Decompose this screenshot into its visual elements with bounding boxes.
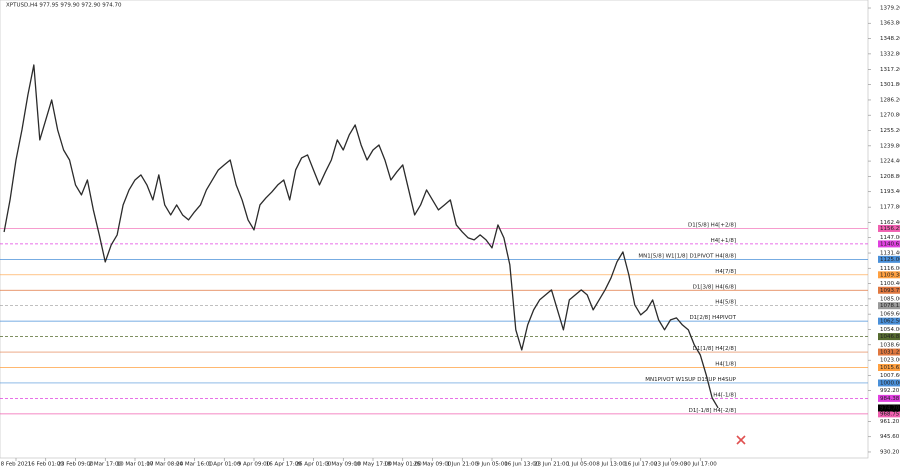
x-tick-label: 16 Jul 17:00 [624,462,657,468]
price-line [3,64,719,409]
x-tick-label: 1 Jul 05:00 [567,462,597,468]
price-box [878,363,900,371]
x-tick-label: 23 Feb 09:00 [57,462,94,468]
price-box [878,348,900,356]
price-box-label: 1078.13 [880,303,900,309]
x-tick-label: 26 Apr 01:00 [296,462,332,468]
x-tick-label: 1 Apr 01:00 [208,462,241,468]
level-label: D1[2/8] H4PIVOT [689,315,736,321]
price-box [878,271,900,279]
y-tick-label: 1348.20 [880,36,900,42]
y-tick-label: 1301.80 [880,82,900,88]
y-tick-label: 1054.00 [880,327,900,333]
price-box [878,255,900,263]
y-tick-label: 1177.80 [880,205,900,211]
y-tick-label: 1317.20 [880,67,900,73]
y-tick-label: 1363.80 [880,21,900,27]
price-box [878,317,900,325]
price-box-label: 1109.38 [880,272,900,278]
price-box-label: 1156.25 [880,226,900,232]
price-box [878,410,900,418]
chart-title: XPTUSD,H4 977.95 979.90 972.90 974.70 [6,3,122,9]
y-tick-label: 1147.00 [880,235,900,241]
y-tick-label: 1038.60 [880,342,900,348]
x-tick-label: 8 Feb 2021 [1,462,32,468]
price-box [878,333,900,341]
x-tick-label: 8 Jul 13:00 [596,462,626,468]
level-label: MN1PIVOT W1SUP D1SUP H4SUP [645,377,736,383]
y-tick-label: 1379.20 [880,6,900,12]
level-label: MN1[5/8] W1[1/8] D1PIVOT H4[8/8] [638,253,736,259]
y-tick-label: 992.20 [880,388,900,394]
y-tick-label: 1023.00 [880,358,900,364]
y-tick-label: 961.20 [880,419,900,425]
y-tick-label: 1255.20 [880,128,900,134]
y-tick-label: 1116.00 [880,266,900,272]
x-tick-label: 1 Jun 21:00 [447,462,479,468]
price-box-label: 1015.63 [880,365,900,371]
price-box-label: 968.75 [880,411,900,417]
x-tick-label: 23 Jul 09:00 [654,462,687,468]
price-box [878,394,900,402]
price-box [878,302,900,310]
x-tick-label: 3 May 09:00 [326,462,361,468]
close-icon [736,435,746,445]
level-label: D1[3/8] H4[6/8] [693,284,736,290]
y-tick-label: 1208.80 [880,174,900,180]
y-tick-label: 1332.80 [880,51,900,57]
y-tick-label: 1286.20 [880,97,900,103]
price-box-label: 1000.00 [880,380,900,386]
price-box-label: 1062.50 [880,319,900,325]
x-tick-label: 16 Apr 17:00 [266,462,302,468]
y-tick-label: 1100.40 [880,281,900,287]
price-box-label: 1125.00 [880,257,900,263]
x-tick-label: 18 May 01:00 [384,462,422,468]
price-box [878,379,900,387]
y-tick-label: 945.60 [880,434,900,440]
y-tick-label: 930.20 [880,449,900,455]
price-box-label: 1140.63 [880,241,900,247]
x-tick-label: 9 Apr 09:00 [238,462,271,468]
y-tick-label: 1007.60 [880,373,900,379]
level-label: H4[+1/8] [711,238,736,244]
y-tick-label: 1224.40 [880,159,900,165]
level-label: H4[1/8] [715,361,736,367]
price-box-label: 984.38 [880,396,900,402]
price-box [878,240,900,248]
plot-frame [0,0,869,459]
y-tick-label: 1131.40 [880,251,900,257]
level-label: H4[5/8] [715,300,736,306]
last-price-label: 974.70 [880,405,900,411]
x-tick-label: 30 Jul 17:00 [684,462,717,468]
x-tick-label: 16 Jun 13:00 [504,462,539,468]
x-tick-label: 24 Mar 16:00 [176,462,213,468]
price-box [878,286,900,294]
price-box [878,224,900,232]
x-tick-label: 25 May 09:00 [414,462,452,468]
level-label: H4[-1/8] [713,392,736,398]
x-tick-label: 9 Jun 05:00 [476,462,508,468]
x-tick-label: 10 Mar 01:00 [117,462,154,468]
x-tick-label: 16 Feb 01:00 [28,462,65,468]
y-tick-label: 1239.80 [880,143,900,149]
level-label: H4[7/8] [715,269,736,275]
level-label: D1[5/8] H4[+2/8] [688,222,736,228]
y-tick-label: 1270.80 [880,113,900,119]
level-label: D1[-1/8] H4[-2/8] [689,408,736,414]
price-box-label: 1093.75 [880,288,900,294]
price-box-label: 1046.88 [880,334,900,340]
y-tick-label: 1193.40 [880,189,900,195]
level-label: D1[1/8] H4[2/8] [693,346,736,352]
y-tick-label: 1069.60 [880,312,900,318]
x-tick-label: 17 Mar 08:00 [146,462,183,468]
y-tick-label: 1162.40 [880,220,900,226]
x-tick-label: 2 Mar 17:00 [89,462,123,468]
last-price-box [878,404,900,412]
x-tick-label: 23 Jun 21:00 [534,462,569,468]
price-box-label: 1031.25 [880,350,900,356]
x-tick-label: 10 May 17:00 [354,462,392,468]
y-tick-label: 1085.00 [880,296,900,302]
